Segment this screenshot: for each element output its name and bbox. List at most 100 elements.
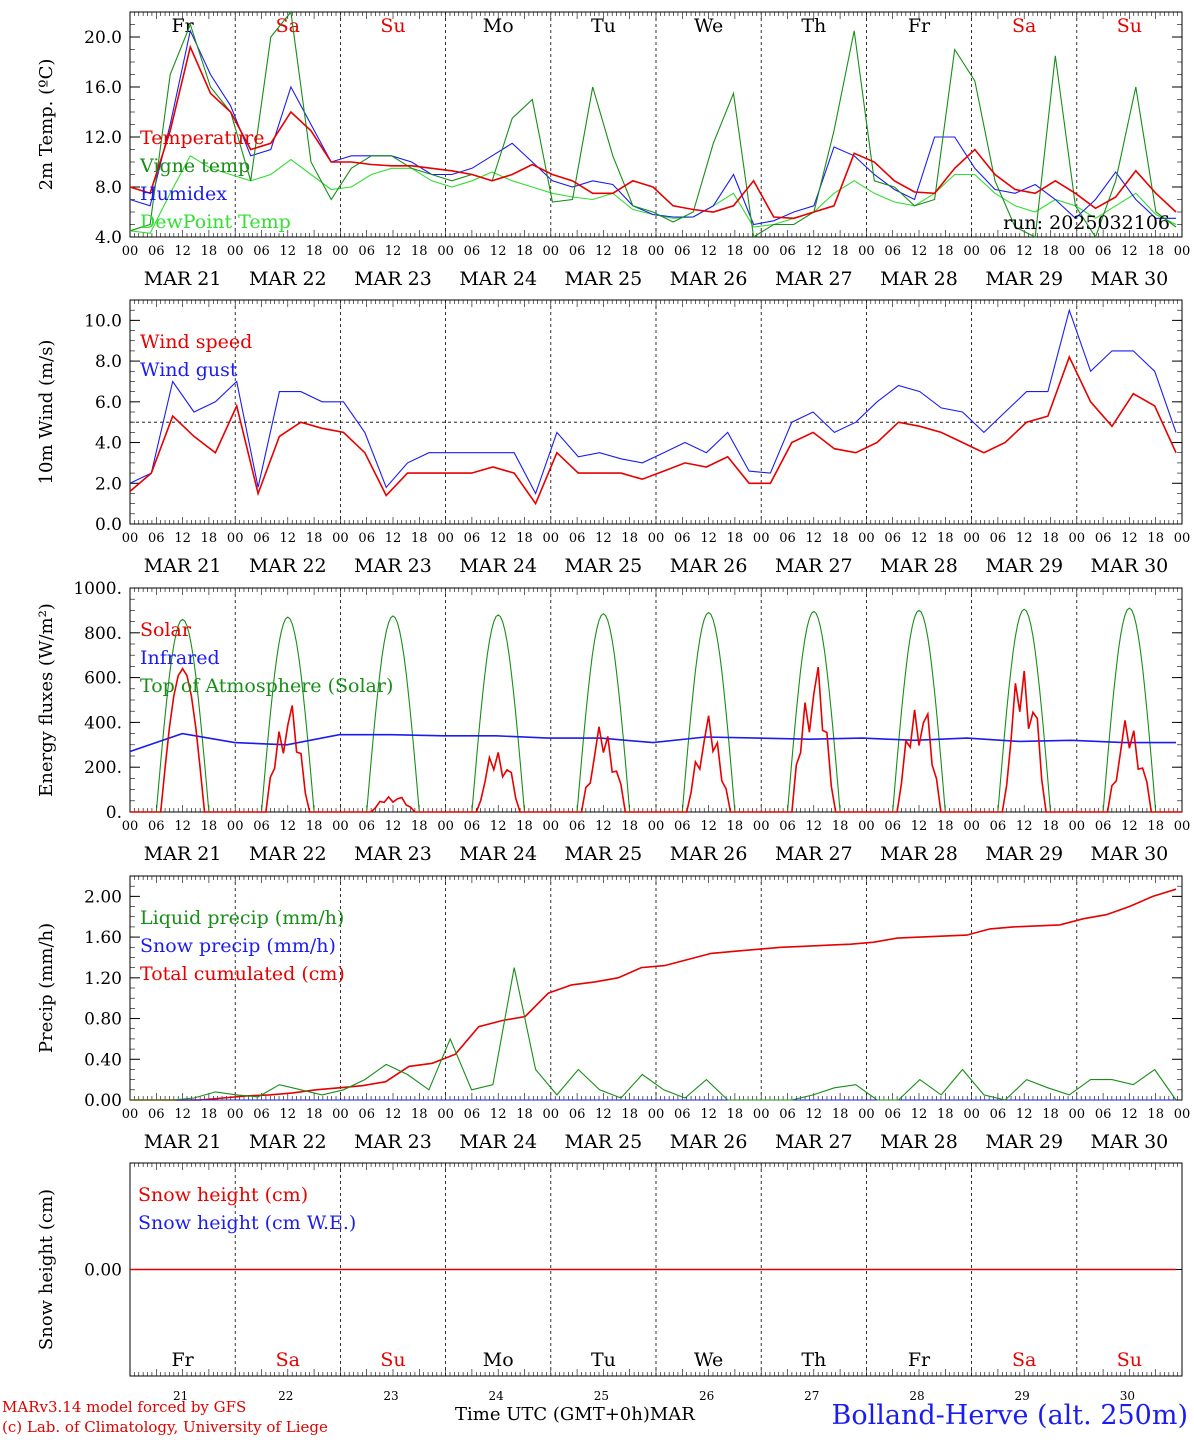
x-tick-label: 12 bbox=[174, 531, 191, 546]
x-tick-label: 00 bbox=[122, 1107, 139, 1122]
x-tick-label: 12 bbox=[1121, 1107, 1138, 1122]
date-label: MAR 24 bbox=[459, 1131, 537, 1153]
x-tick-label: 00 bbox=[1174, 1107, 1191, 1122]
y-tick-label: 12.0 bbox=[84, 128, 122, 148]
legend-entry: Snow height (cm W.E.) bbox=[138, 1212, 356, 1234]
x-tick-label: 00 bbox=[648, 1107, 665, 1122]
x-tick-label: 18 bbox=[832, 531, 849, 546]
date-label: MAR 23 bbox=[354, 843, 432, 865]
weekday-label: Mo bbox=[483, 1349, 514, 1371]
weekday-label: Tu bbox=[591, 1349, 616, 1371]
day-number-label: 24 bbox=[489, 1389, 505, 1403]
series-line-wind-gust bbox=[129, 308, 1177, 495]
x-tick-label: 12 bbox=[490, 819, 507, 834]
y-tick-label: 8.0 bbox=[95, 352, 122, 372]
weekday-label: Fr bbox=[908, 15, 931, 37]
x-tick-label: 18 bbox=[411, 819, 428, 834]
x-tick-label: 00 bbox=[332, 531, 349, 546]
y-tick-label: 8.0 bbox=[95, 178, 122, 198]
x-tick-label: 18 bbox=[937, 819, 954, 834]
x-tick-label: 18 bbox=[411, 531, 428, 546]
y-tick-label: 0.00 bbox=[84, 1091, 122, 1111]
x-tick-label: 12 bbox=[385, 819, 402, 834]
x-tick-label: 18 bbox=[201, 244, 218, 259]
x-tick-label: 00 bbox=[227, 244, 244, 259]
date-label: MAR 26 bbox=[670, 843, 748, 865]
x-tick-label: 06 bbox=[674, 1107, 691, 1122]
x-tick-label: 00 bbox=[1069, 1107, 1086, 1122]
y-tick-label: 0.80 bbox=[84, 1010, 122, 1030]
date-label: MAR 22 bbox=[249, 555, 327, 577]
x-tick-label: 06 bbox=[253, 819, 270, 834]
x-tick-label: 12 bbox=[806, 819, 823, 834]
x-tick-label: 06 bbox=[464, 531, 481, 546]
x-tick-label: 18 bbox=[411, 1107, 428, 1122]
day-number-label: 23 bbox=[383, 1389, 398, 1403]
date-label: MAR 27 bbox=[775, 555, 853, 577]
x-tick-label: 12 bbox=[700, 1107, 717, 1122]
x-tick-label: 12 bbox=[490, 1107, 507, 1122]
y-tick-label: 2.0 bbox=[95, 474, 122, 494]
weekday-label: Sa bbox=[276, 1349, 300, 1371]
x-tick-label: 12 bbox=[700, 244, 717, 259]
panel-1: 4.0 8.0 12.0 16.0 20.0 2m Temp. (ºC) 00 06 12 18 M… bbox=[36, 10, 1190, 290]
date-label: MAR 25 bbox=[565, 555, 643, 577]
legend-entry: Top of Atmosphere (Solar) bbox=[140, 675, 393, 697]
series-line-temperature bbox=[129, 44, 1177, 220]
y-axis-label: 10m Wind (m/s) bbox=[36, 340, 57, 485]
x-tick-label: 18 bbox=[727, 819, 744, 834]
x-tick-label: 06 bbox=[358, 244, 375, 259]
x-tick-label: 18 bbox=[727, 531, 744, 546]
x-tick-label: 18 bbox=[1042, 1107, 1059, 1122]
x-tick-label: 06 bbox=[148, 1107, 165, 1122]
weekday-label: Su bbox=[380, 1349, 405, 1371]
x-tick-label: 06 bbox=[884, 819, 901, 834]
y-tick-label: 0.40 bbox=[84, 1050, 122, 1070]
x-tick-label: 06 bbox=[779, 531, 796, 546]
series-line-liquid-precip-mm-h- bbox=[130, 967, 1177, 1101]
x-tick-label: 06 bbox=[569, 531, 586, 546]
x-tick-label: 06 bbox=[464, 819, 481, 834]
legend-entry: DewPoint Temp bbox=[140, 211, 291, 233]
weekday-label: We bbox=[694, 15, 723, 37]
x-tick-label: 06 bbox=[990, 531, 1007, 546]
x-tick-label: 18 bbox=[937, 531, 954, 546]
x-tick-label: 06 bbox=[253, 531, 270, 546]
series-line-infrared bbox=[129, 732, 1176, 753]
date-label: MAR 29 bbox=[985, 1131, 1063, 1153]
legend-entry: Humidex bbox=[140, 183, 227, 205]
date-label: MAR 25 bbox=[565, 843, 643, 865]
day-number-label: 26 bbox=[699, 1389, 714, 1403]
x-tick-label: 18 bbox=[306, 819, 323, 834]
y-tick-label: 4.0 bbox=[95, 228, 122, 248]
x-tick-label: 06 bbox=[990, 819, 1007, 834]
day-number-label: 30 bbox=[1120, 1389, 1135, 1403]
x-tick-label: 00 bbox=[963, 819, 980, 834]
date-label: MAR 28 bbox=[880, 843, 958, 865]
y-tick-label: 800. bbox=[84, 624, 122, 644]
plot-frame bbox=[129, 299, 1183, 525]
weekday-label: Fr bbox=[908, 1349, 931, 1371]
x-tick-label: 18 bbox=[306, 1107, 323, 1122]
x-tick-label: 12 bbox=[174, 244, 191, 259]
date-label: MAR 27 bbox=[775, 843, 853, 865]
date-label: MAR 25 bbox=[565, 1131, 643, 1153]
x-tick-label: 18 bbox=[832, 1107, 849, 1122]
x-tick-label: 12 bbox=[385, 244, 402, 259]
x-tick-label: 12 bbox=[280, 1107, 297, 1122]
x-tick-label: 06 bbox=[779, 819, 796, 834]
y-tick-label: 2.00 bbox=[84, 887, 122, 907]
x-tick-label: 12 bbox=[911, 819, 928, 834]
date-label: MAR 28 bbox=[880, 1131, 958, 1153]
x-tick-label: 12 bbox=[806, 1107, 823, 1122]
x-tick-label: 00 bbox=[753, 1107, 770, 1122]
x-tick-label: 12 bbox=[700, 819, 717, 834]
x-tick-label: 18 bbox=[621, 244, 638, 259]
x-tick-label: 18 bbox=[201, 819, 218, 834]
x-tick-label: 18 bbox=[937, 244, 954, 259]
x-tick-label: 18 bbox=[832, 244, 849, 259]
x-tick-label: 18 bbox=[1147, 1107, 1164, 1122]
legend-entry: Wind gust bbox=[140, 359, 238, 381]
date-label: MAR 28 bbox=[880, 268, 958, 290]
